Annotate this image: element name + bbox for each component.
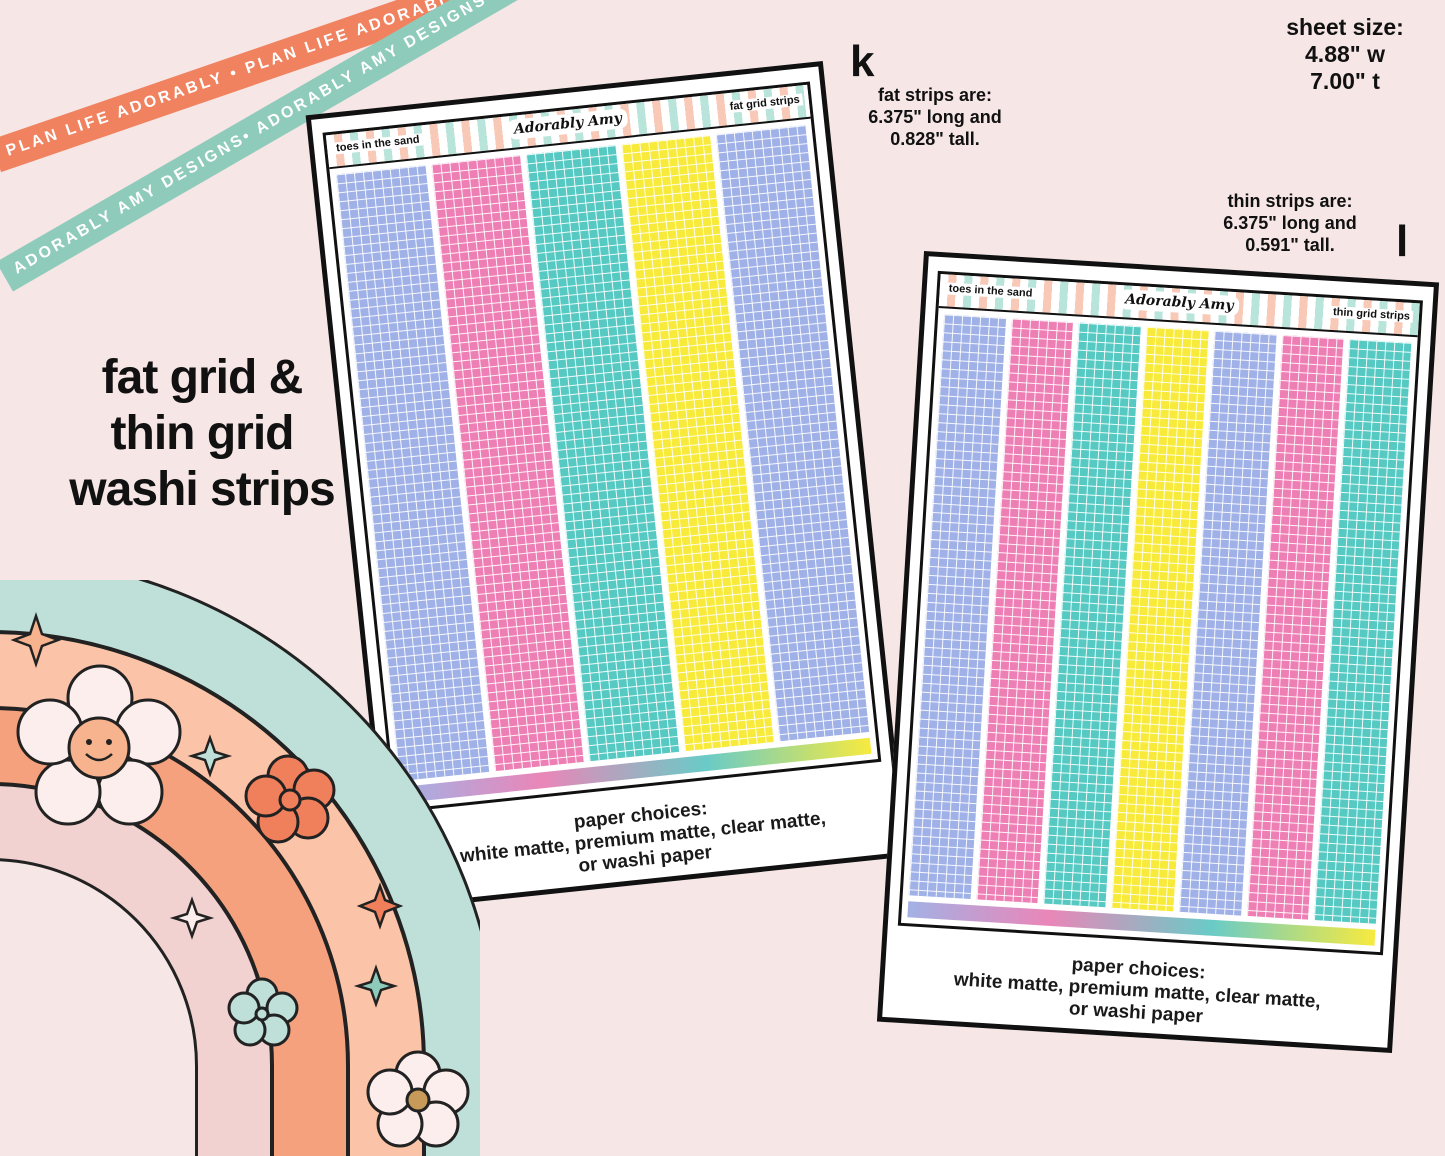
- fat-strip-info: fat strips are: 6.375" long and 0.828" t…: [845, 84, 1025, 150]
- brand-logo: Adorably Amy: [507, 107, 629, 141]
- brand-logo: Adorably Amy: [1118, 288, 1241, 317]
- sheet-type: thin grid strips: [1329, 305, 1414, 323]
- theme-name: toes in the sand: [945, 282, 1036, 300]
- mint-flower-icon: [227, 977, 299, 1047]
- product-title: fat grid & thin grid washi strips: [42, 350, 362, 518]
- thin-info-line-1: thin strips are:: [1227, 191, 1353, 211]
- sheet-size-width: 4.88" w: [1305, 41, 1385, 67]
- smiley-flower-icon: [16, 664, 182, 826]
- sheet-type: fat grid strips: [726, 93, 804, 114]
- theme-name: toes in the sand: [332, 133, 424, 155]
- title-line-2: thin grid: [110, 407, 295, 460]
- rainbow-illustration: [0, 580, 480, 1156]
- thin-info-line-3: 0.591" tall.: [1245, 235, 1335, 255]
- paper-choices: paper choices: white matte, premium matt…: [883, 943, 1392, 1040]
- white-flower-icon: [366, 1050, 470, 1148]
- thin-info-line-2: 6.375" long and: [1223, 213, 1357, 233]
- coral-flower-icon: [244, 754, 336, 844]
- title-line-3: washi strips: [69, 463, 335, 516]
- thin-strip-info: thin strips are: 6.375" long and 0.591" …: [1205, 190, 1375, 256]
- sheet-size-label: sheet size:: [1286, 14, 1404, 40]
- washi-strip-group: [908, 314, 1412, 924]
- sheet-size-height: 7.00" t: [1310, 68, 1380, 94]
- sheet-letter-k: k: [850, 37, 875, 86]
- fat-info-line-1: fat strips are:: [877, 85, 993, 105]
- title-line-1: fat grid &: [101, 351, 304, 404]
- fat-info-line-3: 0.828" tall.: [890, 129, 980, 149]
- sheet-size-info: sheet size: 4.88" w 7.00" t: [1255, 14, 1435, 95]
- fat-info-line-2: 6.375" long and: [868, 107, 1002, 127]
- sheet-letter-l: l: [1396, 217, 1409, 266]
- thin-grid-sheet: toes in the sand Adorably Amy thin grid …: [876, 250, 1440, 1054]
- sticker-area: toes in the sand Adorably Amy thin grid …: [897, 270, 1423, 956]
- sparkle-icon: [10, 612, 404, 1008]
